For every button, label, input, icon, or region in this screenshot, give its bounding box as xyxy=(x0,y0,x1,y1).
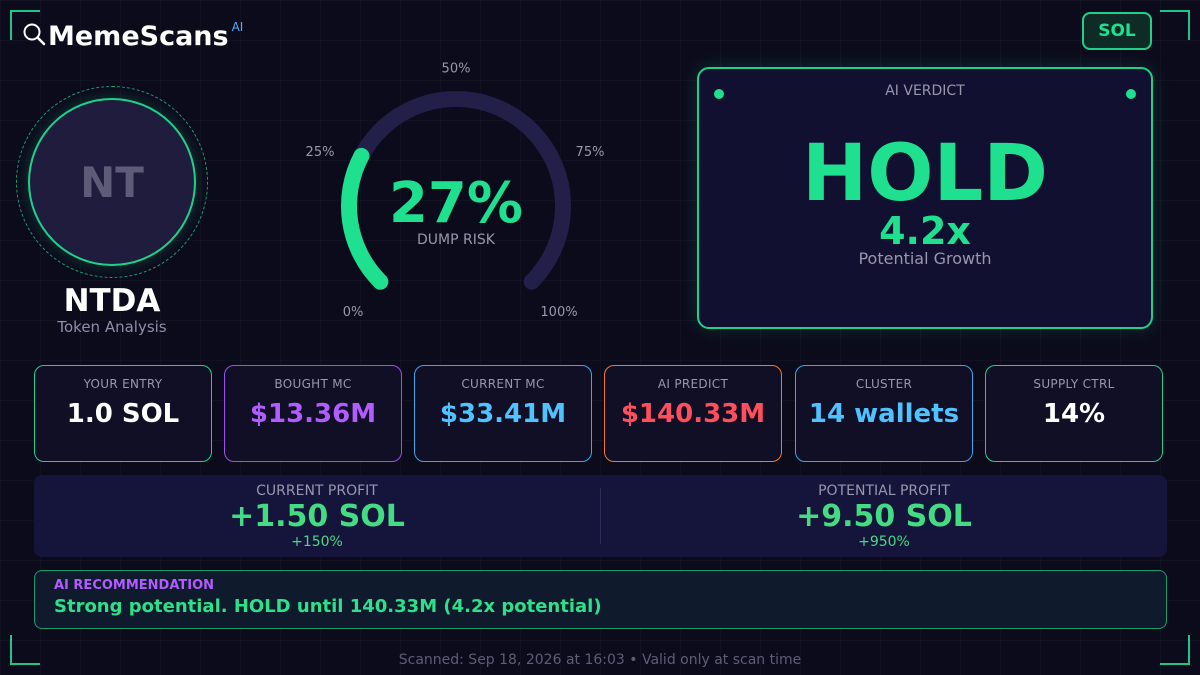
stat-value: $33.41M xyxy=(439,399,567,429)
potential-profit-value: +9.50 SOL xyxy=(796,499,972,534)
stat-card-current-mc: CURRENT MC $33.41M xyxy=(414,365,592,462)
gauge-fill xyxy=(341,147,389,290)
magnifier-icon xyxy=(23,23,46,46)
profit-panel: CURRENT PROFIT +1.50 SOL +150% POTENTIAL… xyxy=(34,475,1167,557)
scan-footer: Scanned: Sep 18, 2026 at 16:03 • Valid o… xyxy=(398,652,802,668)
potential-profit-pct: +950% xyxy=(858,534,910,550)
frame-corner-bottom-left xyxy=(10,635,40,665)
token-avatar: NT xyxy=(28,98,196,266)
verdict-multiplier: 4.2x xyxy=(879,209,971,253)
current-profit-label: CURRENT PROFIT xyxy=(256,483,378,499)
ai-recommendation: AI RECOMMENDATION Strong potential. HOLD… xyxy=(34,570,1167,629)
recommendation-label: AI RECOMMENDATION xyxy=(54,578,215,593)
gauge-label: DUMP RISK xyxy=(417,232,495,248)
logo-text: MemeScans xyxy=(48,21,229,52)
stat-card-cluster: CLUSTER 14 wallets xyxy=(795,365,973,462)
ai-verdict-panel: AI VERDICT HOLD 4.2x Potential Growth xyxy=(697,67,1153,329)
status-dot-left xyxy=(714,89,724,99)
token-subtitle: Token Analysis xyxy=(57,318,167,336)
stat-label: YOUR ENTRY xyxy=(83,377,163,391)
recommendation-text: Strong potential. HOLD until 140.33M (4.… xyxy=(54,596,602,617)
gauge-tick-75: 75% xyxy=(576,145,605,160)
stat-label: CURRENT MC xyxy=(461,377,545,391)
frame-corner-bottom-right xyxy=(1160,635,1190,665)
potential-profit-label: POTENTIAL PROFIT xyxy=(818,483,950,499)
token-name: NTDA xyxy=(63,283,161,319)
avatar-ring xyxy=(16,86,208,278)
dump-risk-gauge: 0% 25% 50% 75% 100% xyxy=(306,62,605,321)
stat-value: 14 wallets xyxy=(808,399,960,429)
current-profit: CURRENT PROFIT +1.50 SOL +150% xyxy=(34,475,600,550)
app-logo: MemeScans AI xyxy=(22,20,243,54)
stat-value: $13.36M xyxy=(249,399,377,429)
verdict-subtitle: Potential Growth xyxy=(858,249,992,268)
stat-value: 14% xyxy=(1042,399,1106,429)
stat-value: 1.0 SOL xyxy=(66,399,180,429)
stat-label: SUPPLY CTRL xyxy=(1033,377,1115,391)
potential-profit: POTENTIAL PROFIT +9.50 SOL +950% xyxy=(601,475,1167,550)
verdict-decision: HOLD xyxy=(801,129,1049,219)
gauge-value: 27% xyxy=(388,171,524,236)
verdict-title: AI VERDICT xyxy=(885,83,965,99)
stat-card-your-entry: YOUR ENTRY 1.0 SOL xyxy=(34,365,212,462)
stat-value: $140.33M xyxy=(620,399,766,429)
gauge-tick-25: 25% xyxy=(306,145,335,160)
status-dot-right xyxy=(1126,89,1136,99)
gauge-tick-50: 50% xyxy=(442,62,471,77)
stat-label: CLUSTER xyxy=(855,377,913,391)
chain-badge[interactable]: SOL xyxy=(1082,12,1152,50)
stat-card-bought-mc: BOUGHT MC $13.36M xyxy=(224,365,402,462)
stat-card-supply-ctrl: SUPPLY CTRL 14% xyxy=(985,365,1163,462)
profit-divider xyxy=(600,488,601,544)
gauge-tick-0: 0% xyxy=(343,305,364,320)
stat-label: BOUGHT MC xyxy=(274,377,352,391)
frame-corner-top-left xyxy=(10,10,40,40)
logo-ai-badge: AI xyxy=(231,20,244,34)
gauge-tick-100: 100% xyxy=(540,305,577,320)
stat-card-ai-predict: AI PREDICT $140.33M xyxy=(604,365,782,462)
frame-corner-top-right xyxy=(1160,10,1190,40)
stat-label: AI PREDICT xyxy=(657,377,729,391)
current-profit-pct: +150% xyxy=(291,534,343,550)
current-profit-value: +1.50 SOL xyxy=(229,499,405,534)
token-initials: NT xyxy=(80,157,144,207)
